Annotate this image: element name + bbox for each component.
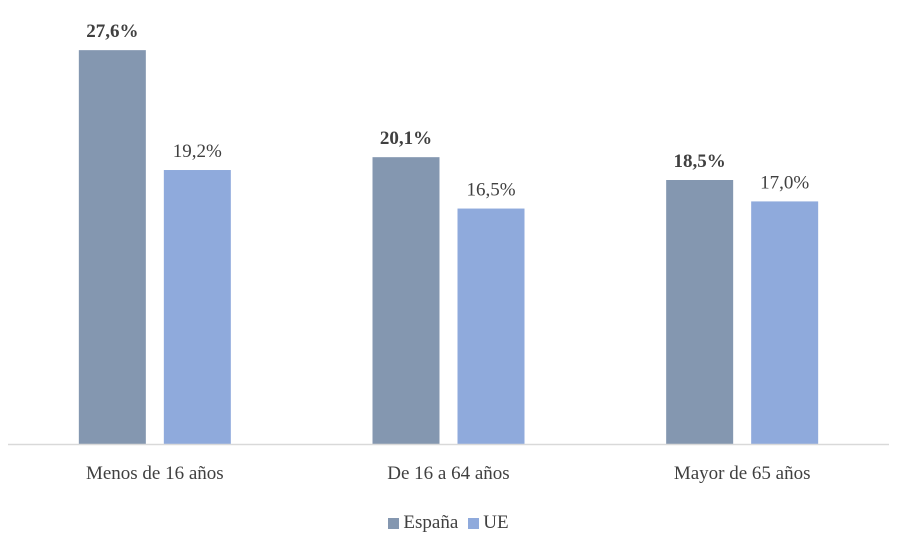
legend-swatch-espana [388,517,400,529]
legend-swatch-ue [468,517,480,529]
legend-item-ue: UE [468,512,509,534]
data-label-espana-menos-de-16-anos: 27,6% [86,21,138,42]
legend: España UE [0,512,897,534]
category-label-mayor-de-65-anos: Mayor de 65 años [674,463,811,484]
category-label-menos-de-16-anos: Menos de 16 años [86,463,224,484]
legend-item-espana: España [388,512,458,534]
bar-espana-mayor-de-65-anos [666,180,734,444]
data-label-ue-de-16-a-64-anos: 16,5% [466,180,515,201]
bar-ue-menos-de-16-anos [163,170,231,445]
bar-espana-de-16-a-64-anos [372,157,440,444]
data-label-espana-mayor-de-65-anos: 18,5% [674,151,726,172]
bar-ue-de-16-a-64-anos [457,208,525,444]
data-label-ue-menos-de-16-anos: 19,2% [173,141,222,162]
bar-ue-mayor-de-65-anos [751,201,819,444]
data-label-espana-de-16-a-64-anos: 20,1% [380,128,432,149]
legend-label-espana: España [403,512,459,533]
bar-espana-menos-de-16-anos [78,50,146,444]
legend-label-ue: UE [483,512,509,533]
category-label-de-16-a-64-anos: De 16 a 64 años [387,463,509,484]
data-label-ue-mayor-de-65-anos: 17,0% [760,172,809,193]
